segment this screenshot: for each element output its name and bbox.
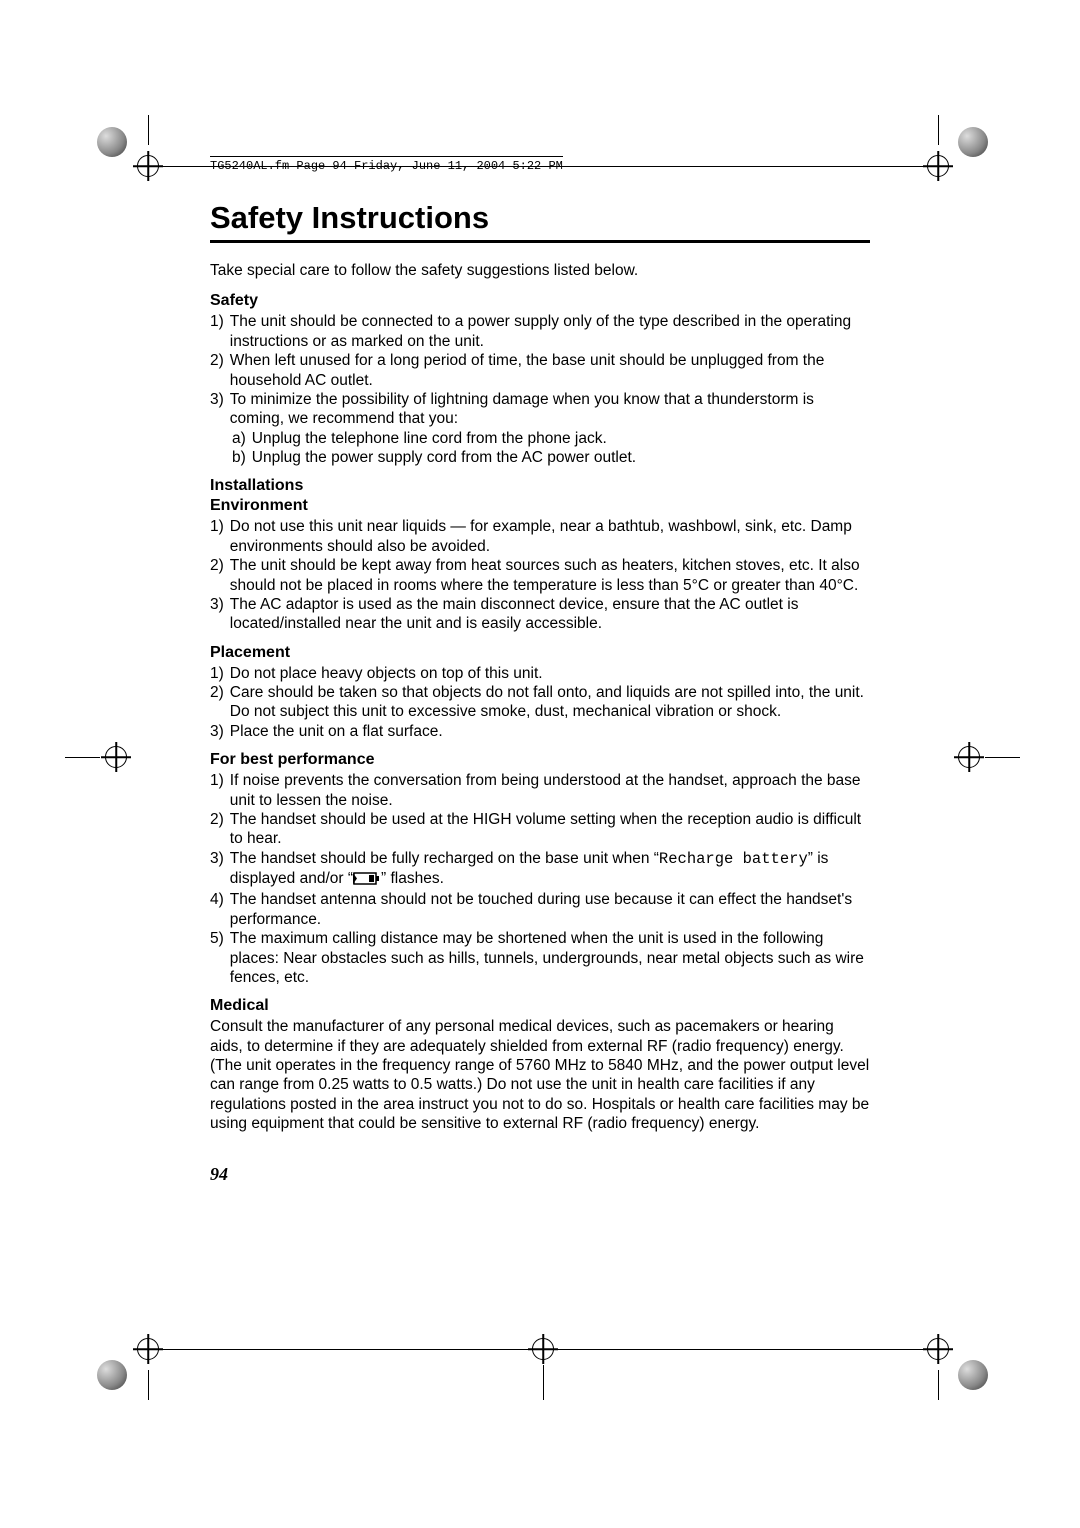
reg-line bbox=[938, 1370, 939, 1400]
list-text-part: The handset should be fully recharged on… bbox=[230, 850, 659, 867]
list-text: If noise prevents the conversation from … bbox=[224, 771, 870, 810]
page-content: Safety Instructions Take special care to… bbox=[210, 200, 870, 1185]
list-item: 2) When left unused for a long period of… bbox=[210, 351, 870, 390]
reg-line bbox=[543, 1365, 544, 1400]
list-item: 2) The unit should be kept away from hea… bbox=[210, 556, 870, 595]
list-text: The unit should be kept away from heat s… bbox=[224, 556, 870, 595]
reg-cross bbox=[958, 746, 980, 768]
degree-unit: °C. bbox=[837, 577, 859, 594]
list-item: 2) Care should be taken so that objects … bbox=[210, 683, 870, 722]
list-number: 3) bbox=[210, 722, 224, 741]
reg-cross bbox=[137, 155, 159, 177]
sublist-text: Unplug the power supply cord from the AC… bbox=[246, 448, 636, 467]
heading-installations: Installations bbox=[210, 477, 870, 495]
list-number: 4) bbox=[210, 890, 224, 929]
heading-placement: Placement bbox=[210, 644, 870, 662]
list-item: 1) Do not place heavy objects on top of … bbox=[210, 664, 870, 683]
battery-icon bbox=[353, 871, 381, 890]
list-item: 3) The handset should be fully recharged… bbox=[210, 849, 870, 891]
reg-dot bbox=[958, 127, 988, 157]
heading-medical: Medical bbox=[210, 997, 870, 1015]
page-number: 94 bbox=[210, 1164, 870, 1185]
degree-unit: °C bbox=[692, 577, 709, 594]
list-text: When left unused for a long period of ti… bbox=[224, 351, 870, 390]
list-item: 3) Place the unit on a flat surface. bbox=[210, 722, 870, 741]
sublist-number: b) bbox=[232, 448, 246, 467]
list-number: 2) bbox=[210, 683, 224, 722]
list-item: 3) To minimize the possibility of lightn… bbox=[210, 390, 870, 429]
title-rule bbox=[210, 240, 870, 243]
heading-performance: For best performance bbox=[210, 751, 870, 769]
reg-dot bbox=[97, 1360, 127, 1390]
reg-line bbox=[985, 757, 1020, 758]
heading-safety: Safety bbox=[210, 292, 870, 310]
heading-environment: Environment bbox=[210, 497, 870, 515]
list-text-part: or greater than 40 bbox=[709, 577, 837, 594]
list-number: 3) bbox=[210, 849, 224, 891]
list-number: 1) bbox=[210, 312, 224, 351]
sublist-item: b) Unplug the power supply cord from the… bbox=[210, 448, 870, 467]
reg-dot bbox=[97, 127, 127, 157]
list-number: 2) bbox=[210, 810, 224, 849]
reg-cross bbox=[927, 155, 949, 177]
list-number: 1) bbox=[210, 771, 224, 810]
list-number: 5) bbox=[210, 929, 224, 987]
sublist-item: a) Unplug the telephone line cord from t… bbox=[210, 429, 870, 448]
medical-text: Consult the manufacturer of any personal… bbox=[210, 1017, 870, 1133]
intro-text: Take special care to follow the safety s… bbox=[210, 261, 870, 280]
list-item: 2) The handset should be used at the HIG… bbox=[210, 810, 870, 849]
list-number: 2) bbox=[210, 556, 224, 595]
list-text: The unit should be connected to a power … bbox=[224, 312, 870, 351]
list-text: The handset should be fully recharged on… bbox=[224, 849, 870, 891]
reg-line bbox=[148, 115, 149, 145]
list-text: The handset antenna should not be touche… bbox=[224, 890, 870, 929]
reg-cross bbox=[927, 1338, 949, 1360]
list-text-part: ” flashes. bbox=[381, 870, 444, 887]
reg-cross bbox=[105, 746, 127, 768]
list-number: 1) bbox=[210, 664, 224, 683]
list-item: 3) The AC adaptor is used as the main di… bbox=[210, 595, 870, 634]
reg-line bbox=[148, 1370, 149, 1400]
list-item: 1) The unit should be connected to a pow… bbox=[210, 312, 870, 351]
list-number: 3) bbox=[210, 390, 224, 429]
reg-dot bbox=[958, 1360, 988, 1390]
list-number: 3) bbox=[210, 595, 224, 634]
list-text: Do not use this unit near liquids — for … bbox=[224, 517, 870, 556]
source-file-header: TG5240AL.fm Page 94 Friday, June 11, 200… bbox=[210, 156, 563, 173]
list-text: Place the unit on a flat surface. bbox=[224, 722, 443, 741]
list-item: 1) If noise prevents the conversation fr… bbox=[210, 771, 870, 810]
list-text: The maximum calling distance may be shor… bbox=[224, 929, 870, 987]
list-text: The handset should be used at the HIGH v… bbox=[224, 810, 870, 849]
reg-line bbox=[65, 757, 100, 758]
list-item: 4) The handset antenna should not be tou… bbox=[210, 890, 870, 929]
reg-cross bbox=[532, 1338, 554, 1360]
reg-cross bbox=[137, 1338, 159, 1360]
list-item: 1) Do not use this unit near liquids — f… bbox=[210, 517, 870, 556]
list-text: Care should be taken so that objects do … bbox=[224, 683, 870, 722]
list-number: 2) bbox=[210, 351, 224, 390]
list-number: 1) bbox=[210, 517, 224, 556]
list-text: The AC adaptor is used as the main disco… bbox=[224, 595, 870, 634]
page-title: Safety Instructions bbox=[210, 200, 870, 236]
list-item: 5) The maximum calling distance may be s… bbox=[210, 929, 870, 987]
sublist-number: a) bbox=[232, 429, 246, 448]
list-text: To minimize the possibility of lightning… bbox=[224, 390, 870, 429]
sublist-text: Unplug the telephone line cord from the … bbox=[246, 429, 607, 448]
reg-line bbox=[938, 115, 939, 145]
list-text: Do not place heavy objects on top of thi… bbox=[224, 664, 543, 683]
mono-text: Recharge battery bbox=[659, 850, 808, 868]
